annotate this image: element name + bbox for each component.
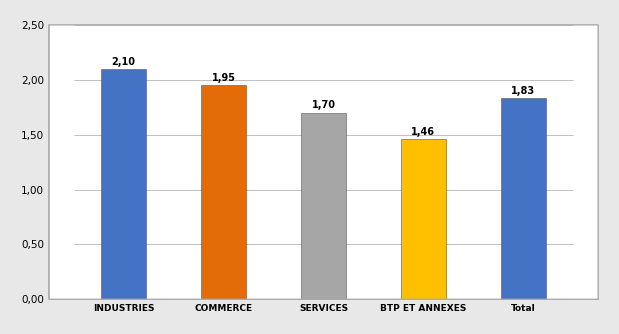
Bar bbox=[201, 85, 246, 299]
Text: 1,70: 1,70 bbox=[311, 101, 335, 111]
Bar bbox=[102, 69, 146, 299]
Text: 1,95: 1,95 bbox=[212, 73, 236, 83]
Text: 1,83: 1,83 bbox=[511, 86, 535, 96]
Text: 2,10: 2,10 bbox=[112, 56, 136, 66]
Bar bbox=[301, 113, 346, 299]
Bar bbox=[401, 139, 446, 299]
Bar bbox=[501, 99, 546, 299]
Text: 1,46: 1,46 bbox=[412, 127, 435, 137]
